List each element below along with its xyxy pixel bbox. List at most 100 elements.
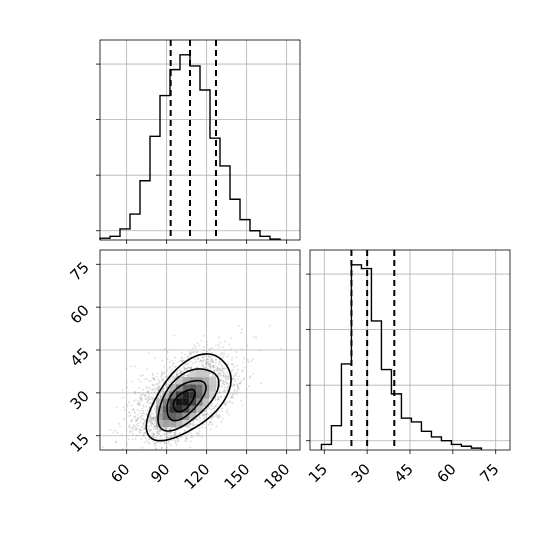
scatter-point [210,412,212,415]
scatter-point [193,423,195,426]
scatter-point [196,419,199,422]
scatter-point [154,405,157,408]
scatter-point [192,419,195,422]
scatter-point [212,374,214,376]
scatter-point [145,413,148,416]
scatter-point [209,363,211,366]
scatter-point [158,382,160,385]
scatter-point [228,374,230,377]
scatter-point [156,432,159,435]
scatter-point [204,367,206,370]
scatter-point [198,416,201,418]
scatter-point [213,369,216,372]
scatter-point [173,433,176,436]
scatter-point [209,347,211,350]
scatter-point [151,422,154,424]
scatter-point [156,389,159,391]
scatter-point [164,426,167,429]
scatter-point [181,360,184,362]
scatter-point [107,469,109,471]
scatter-point [231,401,234,404]
scatter-point [140,412,142,415]
scatter-point [187,363,190,366]
scatter-point [141,425,144,428]
scatter-point [237,325,240,328]
scatter-point [173,334,176,337]
scatter-point [169,381,172,383]
scatter-point [148,418,151,421]
scatter-point [133,424,136,427]
scatter-point [164,433,166,435]
scatter-point [140,399,143,402]
scatter-point [222,346,225,349]
scatter-point [152,417,155,420]
scatter-point [239,382,242,384]
scatter-point [160,392,162,394]
scatter-point [188,353,191,355]
scatter-point [218,372,221,375]
scatter-point [243,378,245,381]
scatter-point [222,391,225,393]
scatter-point [167,383,170,386]
scatter-point [190,351,193,354]
scatter-point [226,375,228,378]
scatter-point [142,434,145,437]
scatter-point [219,391,222,394]
scatter-point [135,427,138,430]
scatter-point [194,346,197,349]
scatter-point [231,377,234,380]
scatter-point [150,429,153,432]
scatter-point [176,373,179,376]
scatter-point [208,407,211,410]
scatter-point [214,405,217,408]
scatter-point [163,442,166,445]
scatter-point [219,415,222,418]
scatter-point [155,436,158,439]
scatter-point [190,367,193,370]
scatter-point [223,375,226,378]
x-tick-label: 75 [476,460,502,486]
scatter-point [215,369,218,372]
scatter-point [216,402,219,405]
scatter-point [236,385,239,387]
scatter-point [224,377,227,380]
scatter-point [169,427,172,430]
scatter-point [175,373,178,376]
scatter-point [164,383,167,386]
scatter-point [174,366,176,369]
scatter-point [221,382,224,385]
contour-line [172,388,196,413]
scatter-point [191,422,194,425]
scatter-point [183,367,186,370]
scatter-point [142,434,145,436]
scatter-point [167,431,170,434]
scatter-point [206,358,209,361]
scatter-point [177,369,180,372]
scatter-point [152,388,155,391]
scatter-point [219,341,221,344]
scatter-point [154,452,156,454]
scatter-point [160,370,163,373]
scatter-point [134,429,137,431]
scatter-point [217,416,220,419]
scatter-point [157,428,160,431]
scatter-point [152,416,155,419]
scatter-point [149,420,152,423]
scatter-point [162,387,165,390]
scatter-point [186,374,189,377]
density-cell [176,412,183,420]
scatter-point [239,382,241,385]
scatter-point [190,422,192,425]
scatter-point [161,372,164,375]
scatter-point [149,415,152,418]
density-cell [162,420,170,428]
scatter-point [236,388,239,391]
scatter-point [134,415,137,418]
scatter-point [206,344,208,346]
scatter-point [219,360,221,363]
scatter-point [140,394,143,397]
scatter-point [183,359,186,362]
scatter-point [222,352,224,355]
scatter-point [153,356,156,359]
scatter-point [193,344,196,347]
